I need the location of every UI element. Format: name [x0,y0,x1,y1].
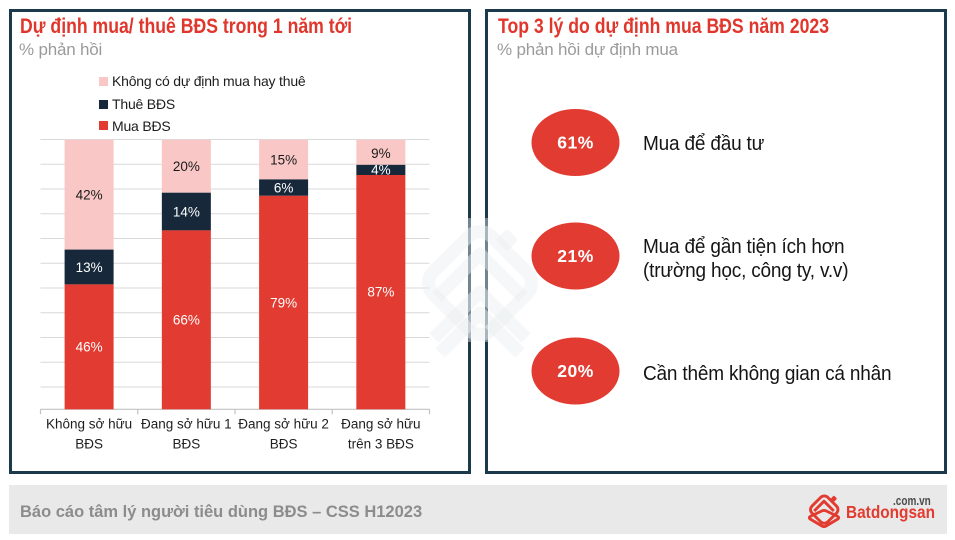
svg-text:46%: 46% [76,340,103,355]
svg-text:42%: 42% [76,188,103,203]
svg-text:87%: 87% [367,285,394,300]
svg-text:Đang sở hữu: Đang sở hữu [341,417,420,432]
svg-text:9%: 9% [371,146,391,161]
svg-text:20%: 20% [173,159,200,174]
svg-text:14%: 14% [173,204,200,219]
svg-text:Đang sở hữu 1: Đang sở hữu 1 [141,417,232,432]
svg-text:BĐS: BĐS [270,437,298,452]
svg-text:BĐS: BĐS [75,437,103,452]
svg-text:21%: 21% [557,246,594,266]
svg-text:Không sở hữu: Không sở hữu [46,417,132,432]
svg-text:trên 3 BĐS: trên 3 BĐS [348,437,414,452]
svg-text:66%: 66% [173,313,200,328]
svg-text:15%: 15% [270,152,297,167]
svg-text:79%: 79% [270,295,297,310]
svg-text:13%: 13% [76,260,103,275]
svg-text:20%: 20% [557,361,594,381]
svg-text:6%: 6% [274,180,294,195]
svg-text:61%: 61% [557,133,594,153]
svg-text:Đang sở hữu 2: Đang sở hữu 2 [238,417,329,432]
svg-text:4%: 4% [371,163,391,178]
svg-text:BĐS: BĐS [172,437,200,452]
